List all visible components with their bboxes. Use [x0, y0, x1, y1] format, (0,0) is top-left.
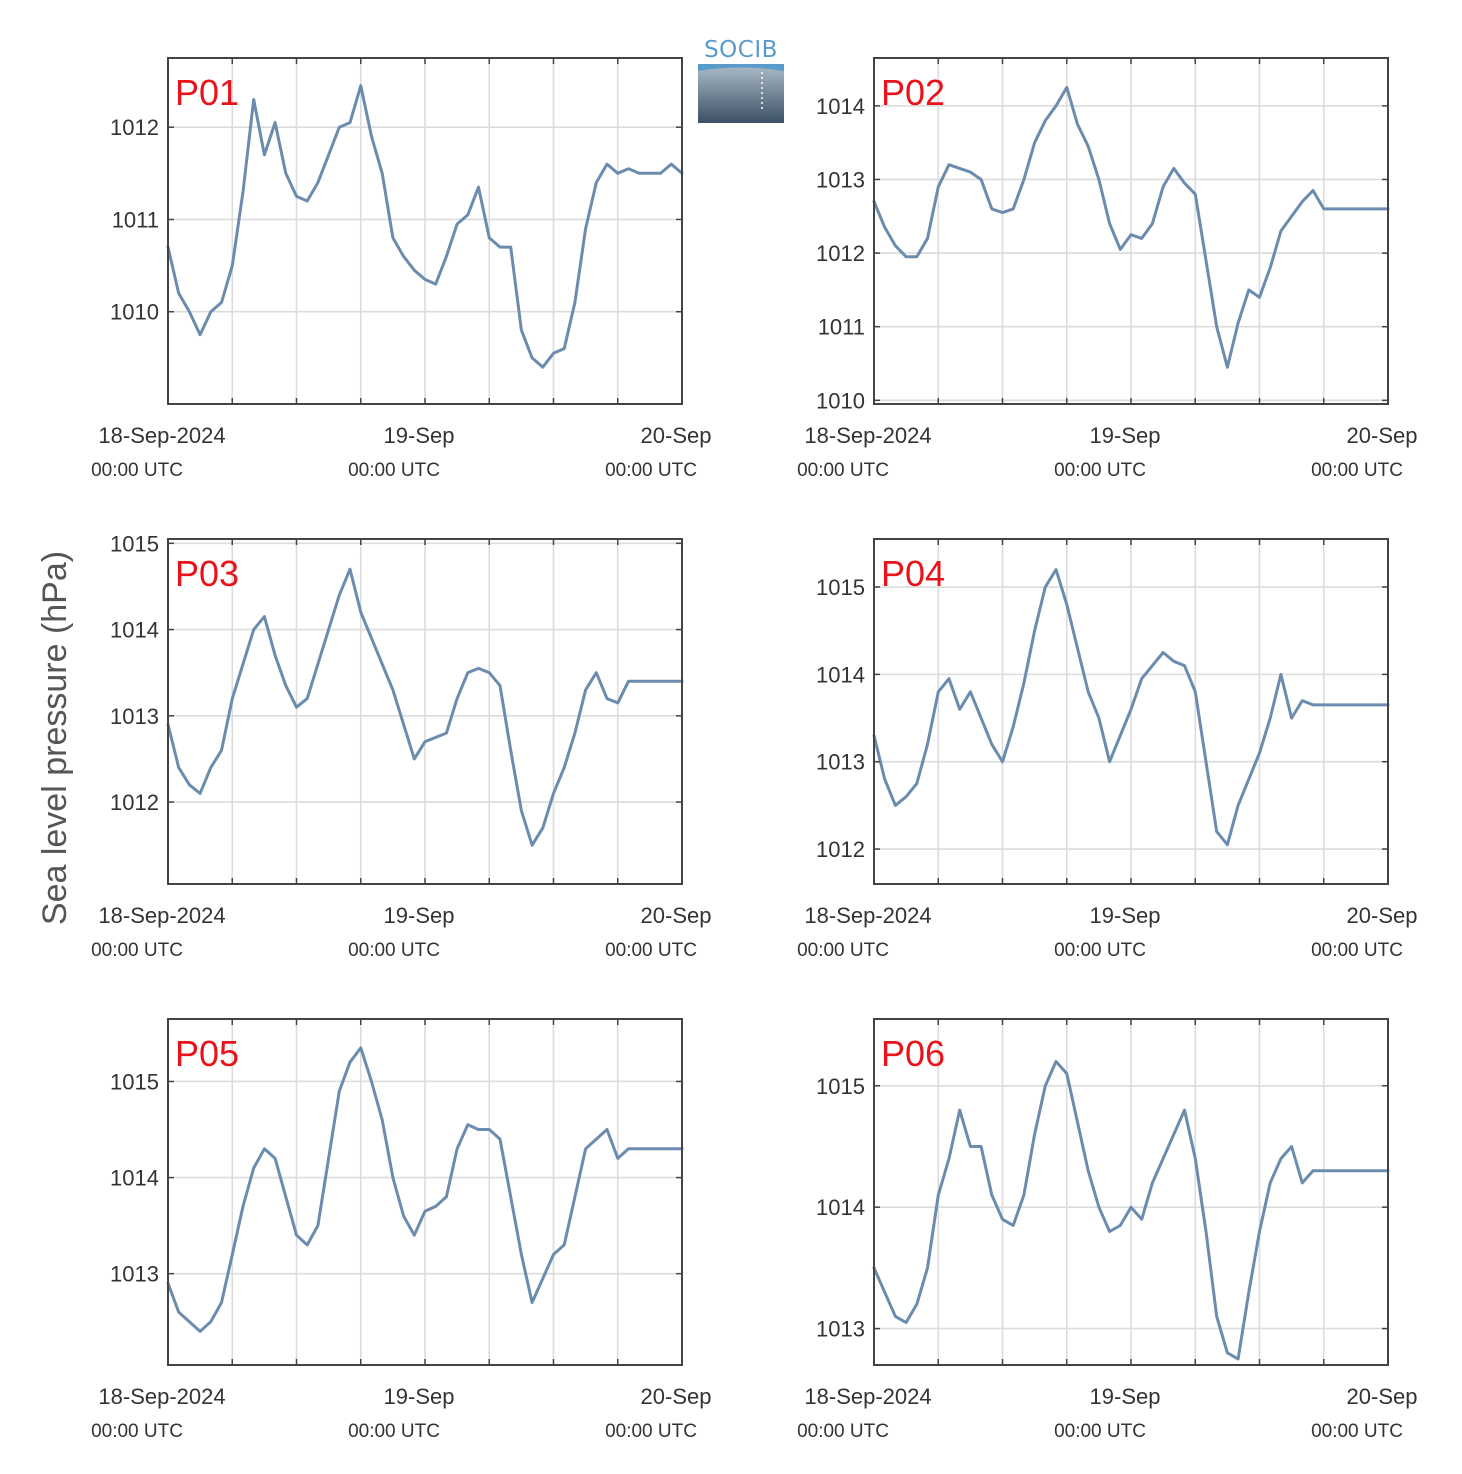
pressure-series-line: [872, 1060, 1390, 1361]
x-tick-sublabel: 00:00 UTC: [605, 460, 697, 481]
x-tick-sublabel: 00:00 UTC: [1054, 940, 1146, 961]
panel-title: P03: [175, 553, 239, 594]
chart-panel-p03: 1012 1013 1014 1015 18-Sep-2024 00:00 UTC 19-S…: [91, 531, 711, 961]
y-tick-label: 1012: [110, 790, 159, 815]
chart-panel-p06: 1013 1014 1015 18-Sep-2024 00:00 UTC 19-Sep 00…: [797, 1018, 1418, 1442]
logo-gradient-shape: [698, 67, 784, 123]
pressure-series-line: [872, 85, 1390, 369]
x-tick-label: 18-Sep-2024: [98, 1384, 225, 1409]
x-tick-sublabel: 00:00 UTC: [605, 1421, 697, 1442]
y-tick-label: 1014: [816, 1195, 865, 1220]
y-tick-label: 1015: [110, 531, 159, 556]
x-tick-label: 19-Sep: [1090, 423, 1161, 448]
x-tick-label: 18-Sep-2024: [98, 423, 225, 448]
y-tick-label: 1012: [816, 837, 865, 862]
pressure-series-line: [166, 1046, 684, 1333]
x-tick-sublabel: 00:00 UTC: [91, 1421, 183, 1442]
y-tick-label: 1011: [112, 207, 159, 232]
panel-title: P01: [175, 72, 239, 113]
y-tick-label: 1013: [110, 1262, 159, 1287]
x-tick-sublabel: 00:00 UTC: [91, 940, 183, 961]
x-tick-sublabel: 00:00 UTC: [797, 940, 889, 961]
x-tick-label: 18-Sep-2024: [98, 903, 225, 928]
x-tick-label: 20-Sep: [641, 1384, 712, 1409]
panel-title: P04: [881, 553, 945, 594]
y-tick-label: 1013: [110, 704, 159, 729]
x-tick-label: 19-Sep: [384, 1384, 455, 1409]
socib-logo: SOCIB: [698, 37, 784, 123]
panel-title: P06: [881, 1033, 945, 1074]
y-tick-label: 1014: [816, 662, 865, 687]
y-tick-label: 1014: [816, 94, 865, 119]
x-tick-sublabel: 00:00 UTC: [348, 1421, 440, 1442]
y-tick-label: 1012: [816, 241, 865, 266]
x-tick-label: 20-Sep: [641, 423, 712, 448]
x-tick-label: 18-Sep-2024: [804, 423, 931, 448]
y-tick-label: 1011: [818, 315, 865, 340]
y-tick-label: 1015: [816, 1074, 865, 1099]
x-tick-sublabel: 00:00 UTC: [348, 460, 440, 481]
x-tick-sublabel: 00:00 UTC: [797, 460, 889, 481]
y-axis-label: Sea level pressure (hPa): [36, 551, 74, 925]
y-tick-label: 1010: [816, 388, 865, 413]
logo-text: SOCIB: [704, 37, 778, 63]
panel-title: P02: [881, 72, 945, 113]
chart-panel-p04: 1012 1013 1014 1015 18-Sep-2024 00:00 UTC 19-S…: [797, 538, 1418, 961]
x-tick-label: 19-Sep: [1090, 1384, 1161, 1409]
x-tick-sublabel: 00:00 UTC: [91, 460, 183, 481]
x-tick-sublabel: 00:00 UTC: [1311, 1421, 1403, 1442]
y-tick-label: 1010: [110, 300, 159, 325]
y-tick-label: 1014: [110, 1166, 159, 1191]
panel-title: P05: [175, 1033, 239, 1074]
y-tick-label: 1015: [816, 575, 865, 600]
x-tick-label: 19-Sep: [384, 903, 455, 928]
y-tick-label: 1012: [110, 115, 159, 140]
chart-panel-p05: 1013 1014 1015 18-Sep-2024 00:00 UTC 19-Sep 00…: [91, 1018, 712, 1442]
chart-panel-p01: 1010 1011 1012 18-Sep-2024 00:00 UTC 19-Sep 00…: [91, 57, 712, 481]
x-tick-label: 19-Sep: [384, 423, 455, 448]
x-tick-label: 18-Sep-2024: [804, 903, 931, 928]
pressure-series-line: [872, 568, 1390, 847]
x-tick-label: 19-Sep: [1090, 903, 1161, 928]
x-tick-label: 20-Sep: [1347, 1384, 1418, 1409]
x-tick-sublabel: 00:00 UTC: [1054, 1421, 1146, 1442]
x-tick-sublabel: 00:00 UTC: [1054, 460, 1146, 481]
x-tick-sublabel: 00:00 UTC: [797, 1421, 889, 1442]
x-tick-sublabel: 00:00 UTC: [348, 940, 440, 961]
x-tick-sublabel: 00:00 UTC: [1311, 940, 1403, 961]
pressure-series-line: [166, 567, 684, 847]
x-tick-label: 20-Sep: [1347, 903, 1418, 928]
pressure-series-line: [166, 84, 684, 369]
x-tick-label: 18-Sep-2024: [804, 1384, 931, 1409]
y-tick-label: 1015: [110, 1069, 159, 1094]
y-tick-label: 1013: [816, 1317, 865, 1342]
y-tick-label: 1013: [816, 750, 865, 775]
chart-panel-p02: 1010 1011 1012 1013 1014 18-Sep-2024 00:00 UTC…: [797, 57, 1418, 481]
y-tick-label: 1013: [816, 167, 865, 192]
x-tick-sublabel: 00:00 UTC: [605, 940, 697, 961]
x-tick-sublabel: 00:00 UTC: [1311, 460, 1403, 481]
x-tick-label: 20-Sep: [1347, 423, 1418, 448]
y-tick-label: 1014: [110, 618, 159, 643]
x-tick-label: 20-Sep: [641, 903, 712, 928]
